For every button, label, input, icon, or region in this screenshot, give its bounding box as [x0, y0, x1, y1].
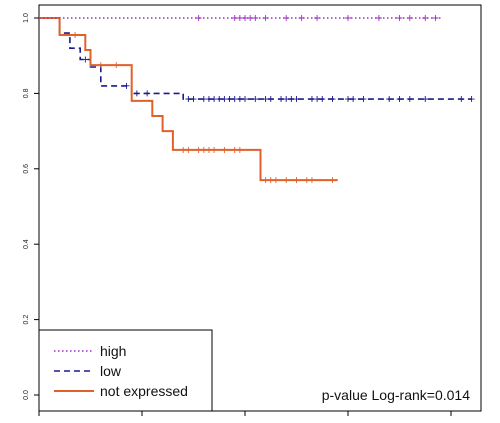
series-layer — [39, 15, 475, 184]
censor-mark-low — [283, 96, 290, 103]
censor-mark-low — [458, 96, 465, 103]
censor-mark-low — [242, 96, 248, 103]
y-tick-label: 0.6 — [23, 164, 30, 174]
censor-mark-low — [319, 96, 326, 103]
censor-mark-low — [236, 96, 243, 103]
censor-mark-high — [262, 15, 269, 21]
censor-mark-high — [314, 15, 321, 21]
censor-mark-low — [468, 96, 475, 103]
censor-mark-not-expressed — [293, 177, 300, 184]
legend-label-low: low — [100, 363, 122, 379]
censor-mark-low — [360, 96, 367, 103]
censor-mark-low — [216, 96, 223, 103]
censor-mark-low — [422, 96, 429, 103]
censor-mark-low — [144, 90, 151, 97]
censor-mark-high — [406, 15, 413, 21]
censor-mark-high — [298, 15, 305, 21]
series-line-low — [39, 17, 472, 100]
censor-mark-not-expressed — [308, 177, 315, 184]
censor-mark-low — [345, 96, 351, 103]
y-tick-label: 0.2 — [23, 315, 30, 325]
censor-mark-low — [386, 96, 393, 103]
censor-mark-high — [252, 15, 259, 21]
censor-mark-not-expressed — [303, 177, 310, 184]
censor-mark-low — [252, 96, 259, 103]
censor-mark-not-expressed — [97, 62, 104, 69]
censor-mark-low — [82, 56, 89, 63]
legend-label-not-expressed: not expressed — [100, 383, 188, 399]
censor-mark-high — [432, 15, 439, 21]
censor-mark-low — [314, 96, 321, 103]
censor-mark-not-expressed — [72, 31, 79, 38]
censor-mark-high — [375, 15, 382, 21]
censor-mark-high — [231, 15, 238, 21]
censor-mark-not-expressed — [221, 146, 228, 153]
censor-mark-high — [247, 15, 254, 21]
censor-mark-not-expressed — [211, 146, 218, 153]
censor-mark-high — [422, 15, 429, 21]
y-tick-label: 1.0 — [23, 13, 30, 23]
censor-mark-not-expressed — [231, 146, 238, 153]
censor-mark-not-expressed — [185, 146, 192, 153]
censor-mark-low — [211, 96, 218, 103]
censor-mark-high — [345, 15, 351, 21]
y-tick-label: 0.4 — [23, 239, 30, 249]
censor-mark-not-expressed — [200, 146, 207, 153]
censor-mark-not-expressed — [283, 177, 290, 184]
plot-frame — [38, 4, 482, 412]
censor-mark-low — [123, 82, 130, 89]
censor-mark-low — [288, 96, 295, 103]
censor-mark-low — [406, 96, 413, 103]
y-tick-label: 0.0 — [23, 390, 30, 400]
censor-mark-high — [242, 15, 248, 21]
censor-mark-low — [226, 96, 233, 103]
axis-layer: 0.0 0.2 0.4 0.6 0.8 1.0 — [23, 13, 452, 416]
censor-mark-high — [283, 15, 290, 21]
censor-mark-high — [236, 15, 243, 21]
censor-mark-low — [205, 96, 212, 103]
censor-mark-low — [190, 96, 197, 103]
y-tick-label: 0.8 — [23, 88, 30, 98]
censor-mark-low — [133, 90, 140, 97]
censor-mark-not-expressed — [262, 177, 269, 184]
censor-mark-not-expressed — [329, 177, 336, 184]
censor-mark-low — [396, 96, 403, 103]
censor-mark-high — [396, 15, 403, 21]
censor-mark-low — [329, 96, 336, 103]
censor-mark-not-expressed — [205, 146, 212, 153]
censor-mark-low — [185, 96, 192, 103]
censor-mark-low — [231, 96, 238, 103]
censor-mark-high — [195, 15, 202, 21]
censor-mark-not-expressed — [180, 146, 187, 153]
p-value-annotation: p-value Log-rank=0.014 — [322, 387, 470, 403]
censor-mark-low — [200, 96, 207, 103]
censor-mark-low — [262, 96, 269, 103]
legend: high low not expressed — [38, 329, 213, 412]
censor-mark-not-expressed — [113, 62, 120, 69]
censor-mark-low — [350, 96, 357, 103]
censor-mark-not-expressed — [195, 146, 202, 153]
censor-mark-low — [278, 96, 285, 103]
censor-mark-not-expressed — [267, 177, 274, 184]
censor-mark-low — [267, 96, 274, 103]
censor-mark-low — [293, 96, 300, 103]
censor-mark-low — [308, 96, 315, 103]
legend-label-high: high — [100, 343, 126, 359]
censor-mark-low — [221, 96, 228, 103]
censor-mark-not-expressed — [272, 177, 279, 184]
censor-mark-not-expressed — [236, 146, 243, 153]
